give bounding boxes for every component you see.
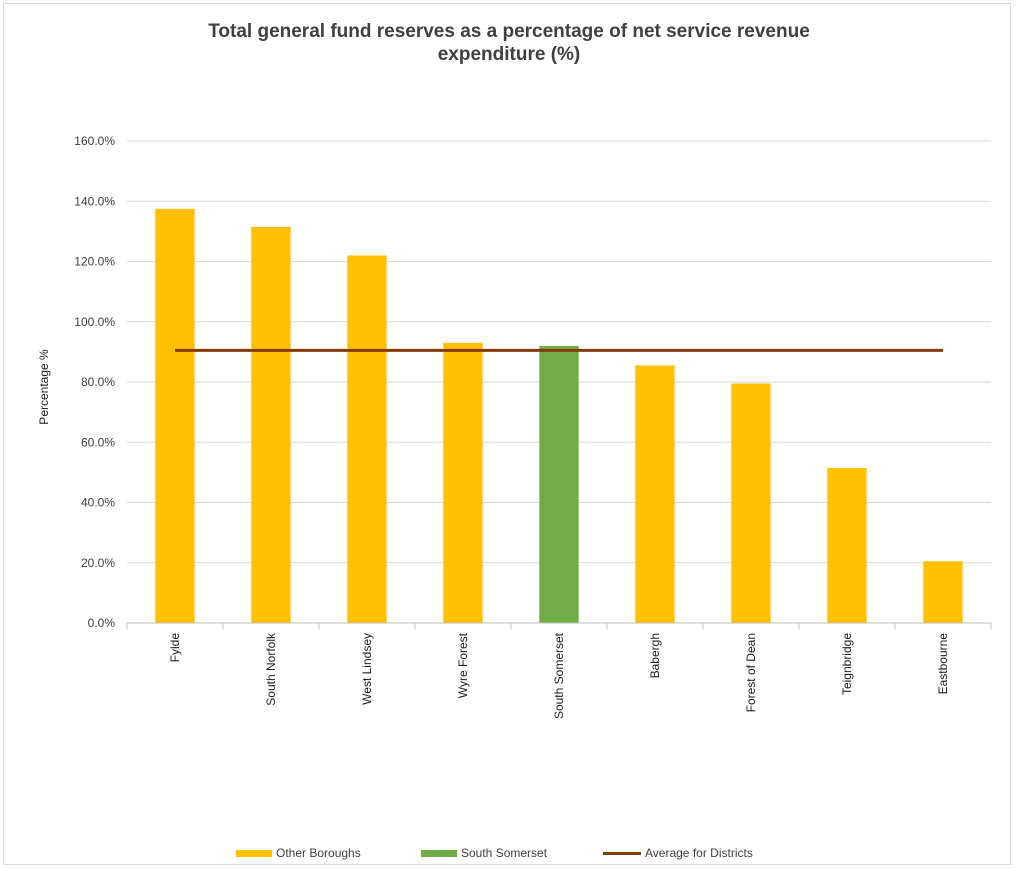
- bar-south-norfolk: [251, 226, 291, 623]
- bar-babergh: [635, 365, 675, 623]
- x-tick-label-west-lindsey: West Lindsey: [360, 633, 374, 705]
- y-tick-label: 100.0%: [74, 315, 115, 329]
- legend-label-south-somerset: South Somerset: [461, 846, 548, 860]
- bar-eastbourne: [923, 561, 963, 623]
- legend-swatch-south-somerset: [421, 850, 457, 857]
- legend: Other Boroughs South Somerset Average fo…: [236, 846, 753, 860]
- x-axis: [126, 622, 992, 629]
- bar-west-lindsey: [347, 255, 387, 623]
- y-tick-label: 80.0%: [81, 375, 115, 389]
- chart-title-line-1: Total general fund reserves as a percent…: [208, 21, 810, 42]
- y-tick-label: 60.0%: [81, 435, 115, 449]
- x-tick-label-south-somerset: South Somerset: [552, 632, 566, 719]
- y-tick-label: 160.0%: [74, 134, 115, 148]
- x-tick-label-wyre-forest: Wyre Forest: [456, 632, 470, 698]
- y-tick-label: 0.0%: [88, 616, 116, 630]
- bar-fylde: [155, 208, 195, 623]
- bar-south-somerset: [539, 345, 579, 623]
- chart-frame: Total general fund reserves as a percent…: [3, 3, 1011, 865]
- legend-label-other-boroughs: Other Boroughs: [276, 846, 361, 860]
- x-tick-label-south-norfolk: South Norfolk: [264, 632, 278, 706]
- bar-forest-of-dean: [731, 383, 771, 623]
- x-tick-label-fylde: Fylde: [168, 633, 182, 663]
- legend-label-average-for-districts: Average for Districts: [645, 846, 753, 860]
- y-tick-label: 120.0%: [74, 255, 115, 269]
- legend-swatch-other-boroughs: [236, 850, 272, 857]
- bar-teignbridge: [827, 467, 867, 623]
- y-axis-title: Percentage %: [37, 349, 51, 425]
- x-tick-label-eastbourne: Eastbourne: [936, 633, 950, 695]
- x-tick-label-teignbridge: Teignbridge: [840, 633, 854, 695]
- category-labels: Fylde South Norfolk West Lindsey Wyre Fores…: [168, 632, 950, 719]
- chart-title-line-2: expenditure (%): [438, 44, 581, 65]
- y-tick-label: 40.0%: [81, 496, 115, 510]
- x-tick-label-forest-of-dean: Forest of Dean: [744, 633, 758, 712]
- x-tick-label-babergh: Babergh: [648, 633, 662, 678]
- bars: [155, 208, 963, 623]
- bar-wyre-forest: [443, 342, 483, 623]
- y-tick-label: 20.0%: [81, 556, 115, 570]
- y-tick-label: 140.0%: [74, 194, 115, 208]
- chart-canvas: Total general fund reserves as a percent…: [37, 21, 992, 860]
- y-axis-ticks: 0.0% 20.0% 40.0% 60.0% 80.0% 100.0% 120.0% 140.…: [74, 134, 115, 630]
